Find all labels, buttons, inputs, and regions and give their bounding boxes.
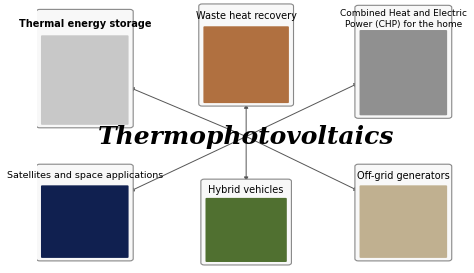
FancyBboxPatch shape xyxy=(199,4,293,106)
Text: Satellites and space applications: Satellites and space applications xyxy=(7,171,163,180)
FancyBboxPatch shape xyxy=(206,198,287,262)
Text: Waste heat recovery: Waste heat recovery xyxy=(196,11,297,21)
FancyBboxPatch shape xyxy=(203,26,289,103)
FancyBboxPatch shape xyxy=(360,185,447,258)
FancyBboxPatch shape xyxy=(36,9,133,128)
FancyBboxPatch shape xyxy=(355,164,452,261)
Text: Off-grid generators: Off-grid generators xyxy=(357,171,450,181)
Text: Hybrid vehicles: Hybrid vehicles xyxy=(209,185,284,195)
FancyBboxPatch shape xyxy=(201,179,292,265)
FancyBboxPatch shape xyxy=(41,185,128,258)
Text: Combined Heat and Electric
Power (CHP) for the home: Combined Heat and Electric Power (CHP) f… xyxy=(340,9,467,29)
Text: Thermophotovoltaics: Thermophotovoltaics xyxy=(98,124,394,149)
FancyBboxPatch shape xyxy=(36,164,133,261)
FancyBboxPatch shape xyxy=(360,30,447,115)
FancyBboxPatch shape xyxy=(41,35,128,125)
FancyBboxPatch shape xyxy=(355,5,452,118)
Text: Thermal energy storage: Thermal energy storage xyxy=(18,19,151,29)
